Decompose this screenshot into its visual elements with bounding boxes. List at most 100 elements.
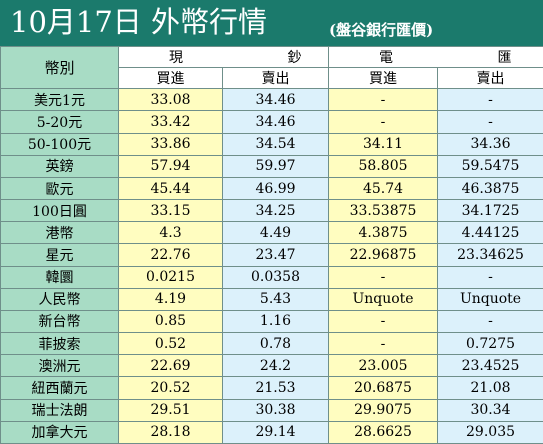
transfer-buy-rate: 33.53875 (328, 199, 439, 223)
cash-buy-rate: 28.18 (118, 420, 223, 444)
currency-name: 50-100元 (0, 132, 119, 156)
table-row: 美元1元 33.08 34.46- - (0, 88, 543, 112)
currency-name: 紐西蘭元 (0, 376, 119, 400)
currency-name: 菲披索 (0, 332, 119, 356)
currency-name: 100日圓 (0, 199, 119, 223)
cash-sell-rate: 34.46 (221, 110, 330, 134)
table-row: 100日圓 33.15 34.25 33.53875 34.1725 (0, 199, 543, 223)
transfer-sell-rate: 46.3875 (437, 176, 543, 201)
currency-name: 新台幣 (0, 309, 119, 334)
transfer-sell-rate: 34.1725 (437, 199, 543, 223)
transfer-buy-rate: - (328, 88, 439, 112)
transfer-sell-rate: - (437, 309, 543, 334)
table-row: 加拿大元 28.18 29.14 28.6625 29.035 (0, 420, 543, 444)
header-row-groups: 幣別 現 鈔 電 匯 (0, 45, 543, 90)
cash-sell-header: 賣出 (221, 67, 330, 90)
currency-name: 美元1元 (0, 88, 119, 112)
cash-buy-rate: 29.51 (118, 398, 223, 422)
table-row: 菲披索 0.52 0.78-0.7275 (0, 332, 543, 356)
cash-sell-rate: 29.14 (221, 420, 330, 444)
header-row-columns: 買進 賣出 買進 賣出 (1, 67, 543, 90)
cash-buy-rate: 22.76 (118, 243, 223, 267)
cash-buy-rate: 33.86 (118, 132, 223, 156)
currency-name: 韓圜 (0, 265, 119, 289)
transfer-sell-rate: - (437, 110, 543, 134)
transfer-buy-rate: - (328, 265, 439, 289)
exchange-rate-table: 幣別 現 鈔 電 匯 買進 賣出 買進 賣出 美元1元33.0834.46--5… (0, 45, 543, 444)
cash-buy-rate: 0.0215 (118, 265, 223, 289)
page-title: 10月17日 外幣行情 (10, 5, 268, 39)
table-row: 新台幣 0.85 1.16- - (0, 309, 543, 334)
transfer-buy-rate: Unquote (328, 287, 439, 311)
currency-name: 英鎊 (0, 154, 119, 178)
cash-buy-rate: 33.15 (118, 199, 223, 223)
transfer-sell-header: 賣出 (437, 67, 543, 90)
transfer-buy-rate: 28.6625 (328, 420, 439, 444)
transfer-buy-rate: 23.005 (328, 354, 439, 378)
cash-buy-rate: 4.3 (118, 221, 223, 245)
transfer-sell-rate: - (437, 265, 543, 289)
transfer-buy-rate: 20.6875 (328, 376, 439, 400)
table-row: 歐元 45.44 46.99 45.74 46.3875 (0, 176, 543, 201)
transfer-sell-rate: 21.08 (437, 376, 543, 400)
cash-buy-rate: 33.08 (118, 88, 223, 112)
transfer-buy-header: 買進 (328, 67, 439, 90)
transfer-sell-rate: 59.5475 (437, 154, 543, 178)
cash-buy-header: 買進 (118, 67, 223, 90)
currency-name: 加拿大元 (0, 420, 119, 444)
transfer-buy-rate: 45.74 (328, 176, 439, 201)
table-row: 人民幣 4.19 5.43 Unquote Unquote (0, 287, 543, 311)
cash-buy-rate: 57.94 (118, 154, 223, 178)
cash-sell-rate: 34.25 (221, 199, 330, 223)
cash-group-header: 現 鈔 (117, 45, 330, 69)
transfer-sell-rate: 30.34 (437, 398, 543, 422)
currency-name: 人民幣 (0, 287, 119, 311)
cash-sell-rate: 21.53 (221, 376, 330, 400)
transfer-group-header: 電 匯 (328, 45, 543, 69)
table-row: 澳洲元 22.69 24.2 23.005 23.4525 (0, 354, 543, 378)
transfer-sell-rate: 29.035 (437, 420, 543, 444)
cash-sell-rate: 5.43 (221, 287, 330, 311)
transfer-sell-rate: 0.7275 (437, 332, 543, 356)
cash-buy-rate: 45.44 (118, 176, 223, 201)
transfer-sell-rate: 23.34625 (437, 243, 543, 267)
currency-name: 澳洲元 (0, 354, 119, 378)
cash-sell-rate: 1.16 (221, 309, 330, 334)
table-row: 紐西蘭元 20.52 21.53 20.6875 21.08 (0, 376, 543, 400)
transfer-sell-rate: 34.36 (437, 132, 543, 156)
transfer-buy-rate: 29.9075 (328, 398, 439, 422)
cash-sell-rate: 34.54 (221, 132, 330, 156)
table-row: 50-100元 33.86 34.54 34.11 34.36 (0, 132, 543, 156)
transfer-buy-rate: 22.96875 (328, 243, 439, 267)
cash-buy-rate: 0.85 (118, 309, 223, 334)
cash-buy-rate: 20.52 (118, 376, 223, 400)
title-bar: 10月17日 外幣行情 (盤谷銀行匯價) (0, 0, 543, 46)
cash-buy-rate: 33.42 (118, 110, 223, 134)
cash-sell-rate: 24.2 (221, 354, 330, 378)
cash-sell-rate: 30.38 (221, 398, 330, 422)
transfer-sell-rate: 23.4525 (437, 354, 543, 378)
table-row: 英鎊 57.94 59.97 58.805 59.5475 (0, 154, 543, 178)
currency-name: 星元 (0, 243, 119, 267)
cash-sell-rate: 0.0358 (221, 265, 330, 289)
cash-sell-rate: 46.99 (221, 176, 330, 201)
transfer-buy-rate: 58.805 (328, 154, 439, 178)
table-row: 港幣 4.3 4.49 4.3875 4.44125 (0, 221, 543, 245)
cash-buy-rate: 4.19 (118, 287, 223, 311)
transfer-buy-rate: 4.3875 (328, 221, 439, 245)
cash-buy-rate: 22.69 (118, 354, 223, 378)
transfer-buy-rate: - (328, 332, 439, 356)
transfer-sell-rate: Unquote (437, 287, 543, 311)
cash-sell-rate: 59.97 (221, 154, 330, 178)
currency-name: 5-20元 (0, 110, 119, 134)
transfer-sell-rate: 4.44125 (437, 221, 543, 245)
cash-sell-rate: 4.49 (221, 221, 330, 245)
table-row: 星元 22.76 23.47 22.96875 23.34625 (0, 243, 543, 267)
transfer-sell-rate: - (437, 88, 543, 112)
table-row: 5-20元 33.42 34.46- - (0, 110, 543, 134)
transfer-buy-rate: - (328, 110, 439, 134)
cash-sell-rate: 23.47 (221, 243, 330, 267)
table-row: 瑞士法朗 29.51 30.38 29.9075 30.34 (0, 398, 543, 422)
transfer-buy-rate: 34.11 (328, 132, 439, 156)
